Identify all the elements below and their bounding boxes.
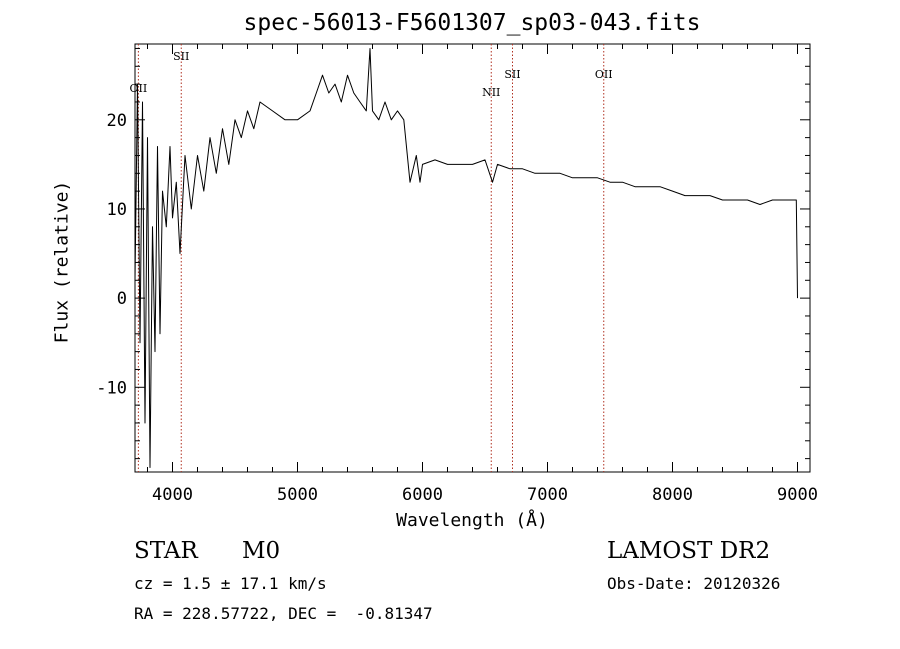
y-tick-label: 10 (107, 200, 127, 220)
spectrum-line (134, 48, 798, 468)
y-tick-label: -10 (96, 378, 127, 398)
x-tick-label: 7000 (527, 485, 568, 505)
y-tick-label: 0 (117, 289, 127, 309)
x-tick-label: 9000 (777, 485, 818, 505)
x-tick-label: 8000 (652, 485, 693, 505)
x-tick-label: 6000 (402, 485, 443, 505)
y-tick-label: 20 (107, 111, 127, 131)
coordinates-text: RA = 228.57722, DEC = -0.81347 (134, 604, 433, 623)
y-axis-label: Flux (relative) (51, 180, 73, 344)
emission-line-label: SII (504, 68, 520, 81)
obs-date: Obs-Date: 20120326 (607, 574, 781, 593)
x-tick-label: 4000 (152, 485, 193, 505)
plot-frame (134, 43, 811, 473)
survey-name: LAMOST DR2 (607, 538, 771, 564)
emission-line-label: SII (173, 50, 189, 63)
x-axis-label: Wavelength (Å) (396, 510, 548, 531)
emission-line-label: OII (130, 82, 148, 95)
emission-line-label: OII (595, 68, 613, 81)
redshift-text: cz = 1.5 ± 17.1 km/s (134, 574, 327, 593)
chart-title: spec-56013-F5601307_sp03-043.fits (243, 10, 701, 36)
spectral-subclass: M0 (242, 538, 281, 564)
star-type: STAR (134, 538, 198, 564)
emission-line-label: NII (482, 86, 500, 99)
x-tick-label: 5000 (277, 485, 318, 505)
